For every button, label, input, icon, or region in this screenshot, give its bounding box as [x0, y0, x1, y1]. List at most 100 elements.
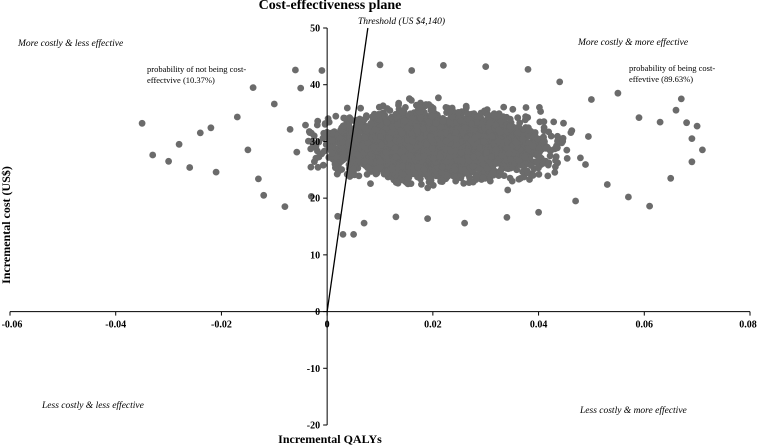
scatter-point [478, 155, 486, 163]
scatter-point [333, 170, 341, 178]
scatter-point [563, 155, 571, 162]
scatter-point [328, 129, 336, 137]
scatter-point [339, 156, 347, 164]
scatter-point [319, 161, 327, 169]
scatter-point [339, 139, 346, 146]
scatter-point [395, 101, 402, 109]
scatter-point [582, 161, 589, 168]
scatter-point [515, 175, 523, 183]
scatter-point [455, 109, 462, 116]
scatter-point [344, 139, 352, 147]
scatter-point [315, 138, 323, 146]
scatter-point [328, 149, 336, 157]
scatter-point [446, 153, 454, 161]
scatter-point [349, 165, 357, 173]
scatter-point [418, 181, 425, 188]
scatter-point [499, 113, 507, 120]
scatter-point [545, 159, 553, 167]
scatter-point [439, 163, 446, 171]
scatter-point [340, 122, 347, 130]
scatter-point [388, 165, 396, 173]
scatter-point [535, 170, 543, 178]
scatter-point [514, 129, 521, 137]
scatter-point [375, 103, 383, 111]
scatter-point [387, 140, 394, 148]
scatter-point [514, 114, 522, 122]
scatter-point [537, 108, 544, 115]
scatter-point [465, 157, 473, 164]
scatter-point [422, 102, 429, 110]
scatter-point [577, 154, 584, 162]
scatter-point [464, 148, 471, 155]
scatter-point [429, 124, 437, 132]
scatter-point [554, 144, 561, 152]
scatter-point [389, 123, 396, 131]
scatter-point [515, 157, 523, 165]
scatter-point [286, 125, 294, 133]
scatter-point [493, 160, 501, 167]
scatter-point [567, 129, 575, 137]
scatter-point [497, 167, 504, 175]
scatter-point [360, 116, 368, 123]
chart-title: Cost-effectiveness plane [259, 0, 402, 13]
scatter-point [306, 129, 314, 137]
scatter-point [361, 157, 369, 165]
scatter-point [391, 144, 399, 152]
scatter-point [462, 169, 470, 177]
scatter-point [351, 136, 358, 143]
scatter-point [506, 123, 514, 130]
scatter-point [414, 163, 422, 171]
scatter-point [338, 166, 346, 173]
scatter-point [378, 141, 385, 149]
scatter-point [560, 119, 567, 127]
scatter-point [436, 140, 444, 148]
scatter-point [423, 140, 430, 148]
scatter-point [394, 179, 402, 187]
scatter-point [527, 162, 535, 169]
scatter-point [376, 164, 384, 172]
scatter-point [314, 163, 322, 171]
scatter-point [437, 130, 444, 138]
scatter-point [394, 121, 401, 128]
scatter-point [314, 147, 321, 155]
scatter-point [500, 103, 508, 111]
scatter-point [424, 184, 432, 192]
scatter-point [430, 154, 437, 162]
scatter-point [314, 117, 322, 125]
scatter-point [502, 138, 510, 146]
scatter-point [457, 117, 464, 125]
scatter-point [559, 137, 567, 145]
scatter-point [355, 152, 363, 159]
scatter-point [476, 144, 483, 152]
scatter-point [498, 152, 505, 159]
scatter-point [483, 165, 491, 173]
scatter-point [383, 119, 391, 126]
scatter-point [347, 115, 355, 123]
scatter-point [442, 104, 450, 111]
scatter-point [519, 135, 526, 143]
scatter-point [383, 105, 391, 112]
scatter-point [361, 124, 369, 132]
scatter-point [367, 180, 374, 188]
scatter-point [552, 157, 559, 164]
scatter-point [536, 118, 544, 126]
scatter-point [534, 135, 541, 143]
scatter-point [451, 166, 459, 174]
scatter-point [398, 130, 406, 137]
scatter-point [507, 155, 514, 163]
scatter-point [492, 145, 500, 153]
scatter-point [406, 144, 414, 152]
scatter-point [376, 158, 384, 166]
scatter-point [400, 154, 408, 161]
scatter-point [370, 143, 378, 151]
scatter-point [416, 104, 424, 111]
scatter-point [540, 127, 548, 135]
scatter-point [462, 104, 470, 112]
scatter-point [437, 123, 445, 131]
scatter-point [504, 186, 512, 194]
scatter-point [305, 137, 312, 145]
scatter-point [547, 132, 555, 140]
scatter-point [382, 149, 390, 157]
scatter-point [453, 141, 460, 149]
